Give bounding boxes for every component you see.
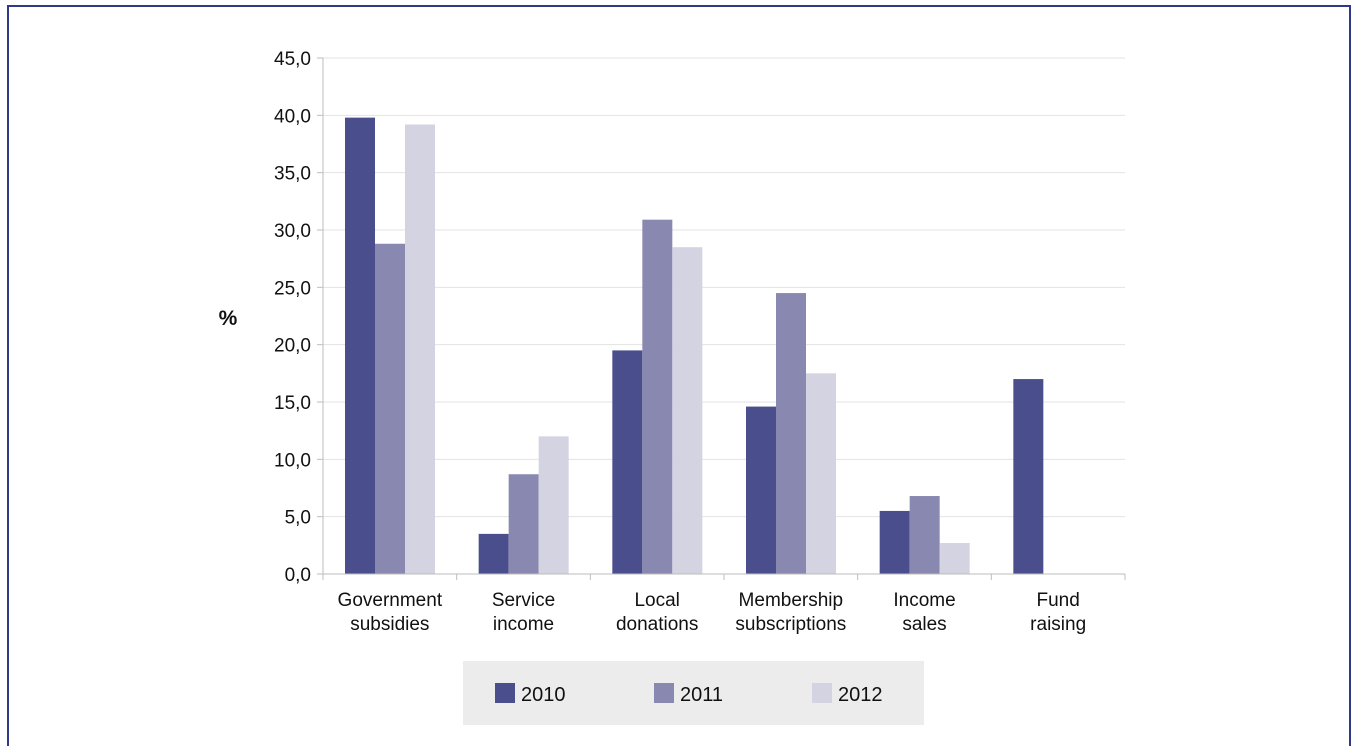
legend-box	[463, 661, 924, 725]
legend-swatch-2012	[812, 683, 832, 703]
y-tick-label: 30,0	[274, 221, 311, 242]
category-label: subsidies	[350, 614, 429, 635]
bar-2011	[909, 496, 940, 574]
gridlines	[323, 57, 1125, 518]
y-tick-label: 45,0	[274, 49, 311, 70]
legend: 2010 2011 2012	[463, 661, 924, 725]
y-tick-label: 20,0	[274, 336, 311, 357]
bar-2010	[746, 406, 776, 574]
y-axis-label: %	[219, 307, 238, 330]
x-axis	[322, 58, 1126, 580]
category-label: subscriptions	[735, 614, 846, 635]
bar-2012	[672, 247, 703, 574]
bar-2012	[939, 543, 970, 574]
y-tick-label: 0,0	[285, 565, 311, 586]
category-label: raising	[1030, 614, 1086, 635]
category-label: Income	[893, 590, 955, 611]
bar-2011	[642, 219, 673, 574]
bar-2011	[375, 243, 405, 574]
legend-swatch-2010	[495, 683, 515, 703]
category-label: Local	[634, 590, 679, 611]
y-tick-label: 15,0	[274, 393, 311, 414]
category-label: Government	[338, 590, 443, 611]
category-label: donations	[616, 614, 698, 635]
category-label: Fund	[1037, 590, 1080, 611]
y-tick-label: 35,0	[274, 164, 311, 185]
bar-2011	[776, 293, 806, 574]
y-tick-label: 10,0	[274, 450, 311, 471]
category-label: Membership	[739, 590, 844, 611]
legend-label-2011: 2011	[680, 684, 723, 706]
category-label: Service	[492, 590, 555, 611]
bar-2012	[806, 373, 836, 574]
bars	[345, 117, 1044, 575]
y-tick-label: 5,0	[285, 508, 311, 529]
bar-2012	[405, 124, 435, 575]
legend-label-2010: 2010	[521, 684, 566, 706]
bar-2010	[879, 510, 910, 574]
category-label: sales	[902, 614, 946, 635]
y-tick-label: 25,0	[274, 278, 311, 299]
y-tick-label: 40,0	[274, 106, 311, 127]
y-axis-ticks: 0,0 5,0 10,0 15,0 20,0 25,0 30,0 35,0 40,0 45,0	[274, 49, 323, 586]
bar-2012	[538, 436, 569, 574]
category-label: income	[493, 614, 554, 635]
bar-2011	[508, 474, 539, 574]
bar-2010	[345, 117, 375, 575]
bar-2010	[612, 350, 643, 574]
legend-label-2012: 2012	[838, 684, 883, 706]
x-axis-labels: Government subsidies Service income Local don…	[338, 590, 1087, 635]
bar-2010	[1013, 379, 1044, 574]
legend-swatch-2011	[654, 683, 674, 703]
bar-2010	[478, 533, 509, 574]
